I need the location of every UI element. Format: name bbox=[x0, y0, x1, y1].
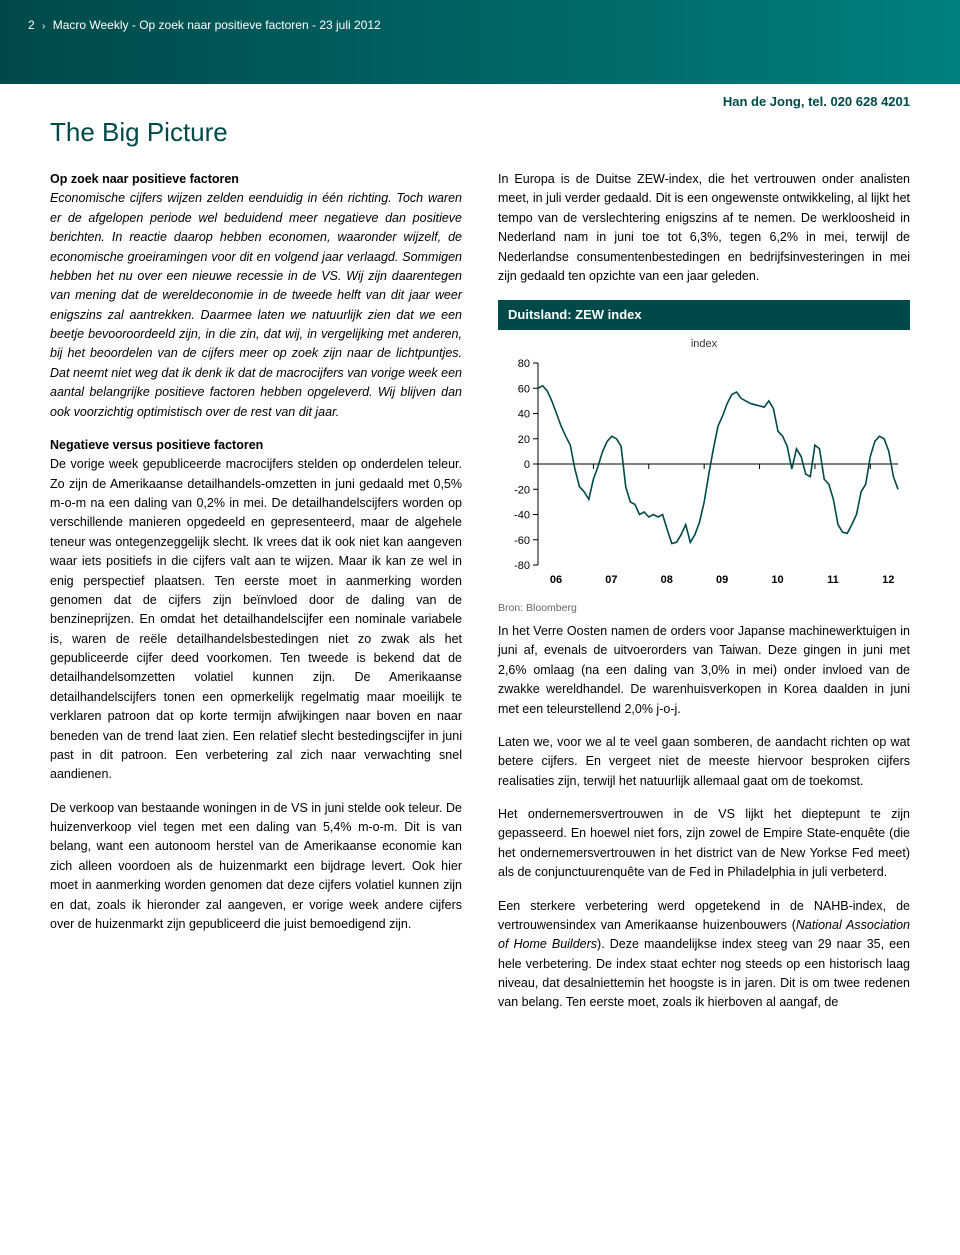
paragraph-3: De verkoop van bestaande woningen in de … bbox=[50, 799, 462, 935]
header-subtitle: Op zoek naar positieve factoren bbox=[139, 18, 308, 32]
svg-text:60: 60 bbox=[518, 384, 530, 396]
zew-chart-box: Duitsland: ZEW index index -80 -60 -40 -20 0… bbox=[498, 300, 910, 616]
svg-text:-40: -40 bbox=[514, 510, 530, 522]
header-page-num: 2 bbox=[28, 18, 35, 32]
chart-source: Bron: Bloomberg bbox=[498, 600, 910, 616]
content: Han de Jong, tel. 020 628 4201 The Big P… bbox=[0, 84, 960, 1067]
section-2: Negatieve versus positieve factoren De v… bbox=[50, 436, 462, 785]
section-2-heading: Negatieve versus positieve factoren bbox=[50, 438, 263, 452]
svg-text:06: 06 bbox=[550, 574, 562, 586]
svg-text:-60: -60 bbox=[514, 535, 530, 547]
column-left: Op zoek naar positieve factoren Economis… bbox=[50, 170, 462, 1027]
svg-text:07: 07 bbox=[605, 574, 617, 586]
svg-text:11: 11 bbox=[827, 574, 839, 586]
r-p4: Het ondernemersvertrouwen in de VS lijkt… bbox=[498, 805, 910, 883]
svg-text:-80: -80 bbox=[514, 560, 530, 572]
lead-italic: Economische cijfers wijzen zelden eendui… bbox=[50, 191, 462, 418]
r-p2: In het Verre Oosten namen de orders voor… bbox=[498, 622, 910, 719]
r-p1: In Europa is de Duitse ZEW-index, die he… bbox=[498, 170, 910, 286]
svg-text:-20: -20 bbox=[514, 485, 530, 497]
zew-chart-svg: -80 -60 -40 -20 0 20 40 60 80 06 07 08 09 10 11 12 bbox=[498, 357, 908, 587]
r-p3: Laten we, voor we al te veel gaan somber… bbox=[498, 733, 910, 791]
svg-text:10: 10 bbox=[771, 574, 783, 586]
chevron-right-icon: › bbox=[42, 21, 45, 32]
column-right: In Europa is de Duitse ZEW-index, die he… bbox=[498, 170, 910, 1027]
svg-text:80: 80 bbox=[518, 358, 530, 370]
chart-subtitle: index bbox=[498, 336, 910, 353]
header-publication: Macro Weekly bbox=[53, 18, 129, 32]
lead-paragraph: Op zoek naar positieve factoren Economis… bbox=[50, 170, 462, 422]
author-line: Han de Jong, tel. 020 628 4201 bbox=[50, 94, 910, 109]
page-title: The Big Picture bbox=[50, 117, 910, 148]
svg-text:0: 0 bbox=[524, 459, 530, 471]
columns: Op zoek naar positieve factoren Economis… bbox=[50, 170, 910, 1027]
lead-bold: Op zoek naar positieve factoren bbox=[50, 172, 239, 186]
page: 2 › Macro Weekly - Op zoek naar positiev… bbox=[0, 0, 960, 1067]
svg-text:40: 40 bbox=[518, 409, 530, 421]
chart-svg-wrap: -80 -60 -40 -20 0 20 40 60 80 06 07 08 09 10 11 12 bbox=[498, 353, 910, 595]
svg-text:09: 09 bbox=[716, 574, 728, 586]
svg-text:12: 12 bbox=[882, 574, 894, 586]
r-p5: Een sterkere verbetering werd opgetekend… bbox=[498, 897, 910, 1013]
chart-title: Duitsland: ZEW index bbox=[498, 300, 910, 330]
section-2-body: De vorige week gepubliceerde macrocijfer… bbox=[50, 457, 462, 781]
header-bar: 2 › Macro Weekly - Op zoek naar positiev… bbox=[0, 0, 960, 84]
svg-text:20: 20 bbox=[518, 434, 530, 446]
svg-text:08: 08 bbox=[661, 574, 673, 586]
header-date: 23 juli 2012 bbox=[319, 18, 380, 32]
